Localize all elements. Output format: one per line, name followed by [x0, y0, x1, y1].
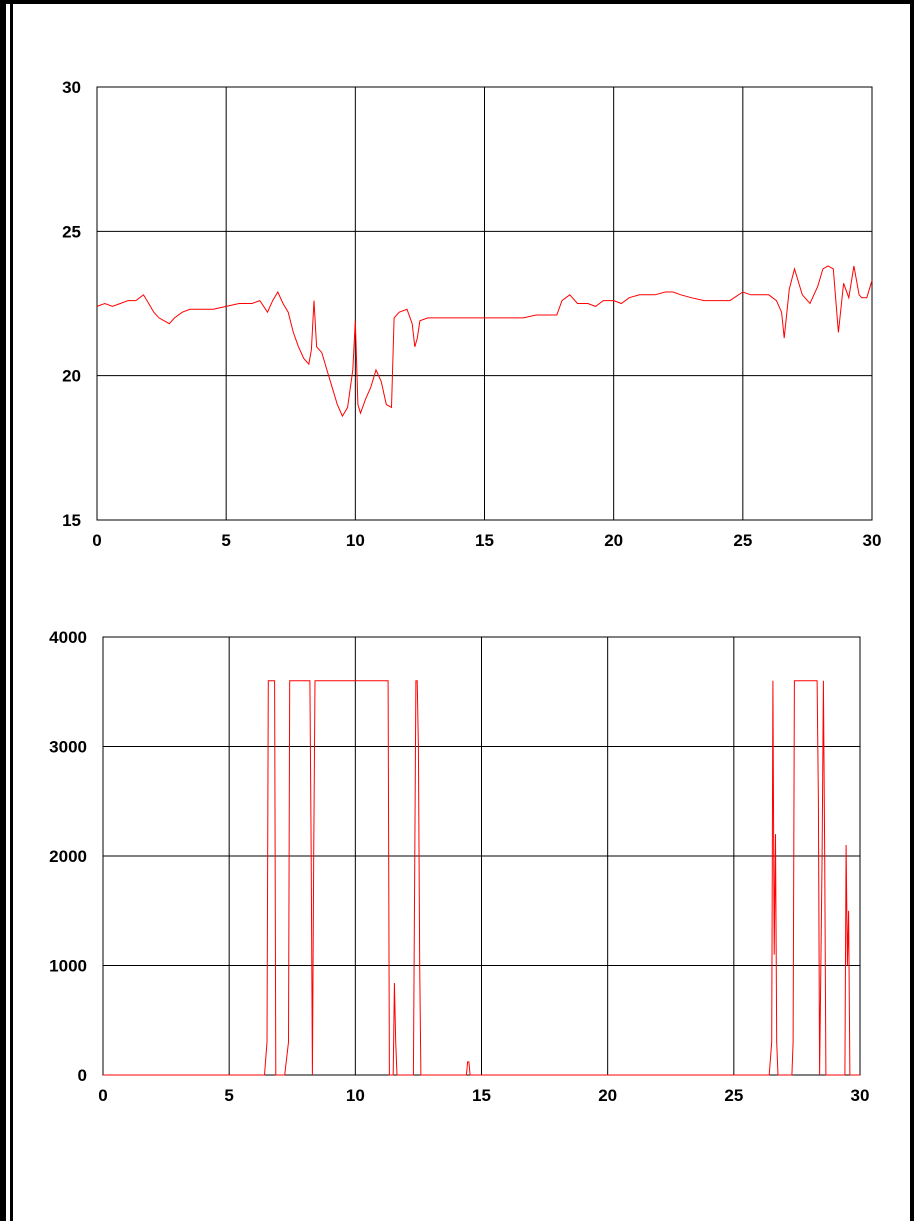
y-tick-label: 25	[62, 222, 81, 241]
series-line	[103, 680, 860, 1076]
y-tick-label: 1000	[49, 957, 87, 976]
y-tick-label: 4000	[49, 628, 87, 647]
x-tick-label: 20	[598, 1086, 617, 1105]
power-chart: 0 5 10 15 20 25 30 0 1000 2000 3000 4000	[49, 628, 870, 1105]
y-tick-label: 0	[78, 1066, 87, 1085]
x-tick-label: 25	[724, 1086, 743, 1105]
x-tick-label: 15	[472, 1086, 491, 1105]
x-tick-label: 10	[346, 1086, 365, 1105]
x-tick-label: 5	[221, 531, 230, 550]
x-tick-label: 0	[92, 531, 101, 550]
y-tick-label: 15	[62, 511, 81, 530]
x-tick-label: 5	[224, 1086, 233, 1105]
x-tick-label: 25	[733, 531, 752, 550]
x-tick-label: 30	[851, 1086, 870, 1105]
x-tick-label: 0	[98, 1086, 107, 1105]
x-tick-label: 15	[475, 531, 494, 550]
y-tick-label: 3000	[49, 738, 87, 757]
series-line	[96, 265, 873, 418]
x-tick-label: 30	[863, 531, 882, 550]
y-tick-label: 2000	[49, 847, 87, 866]
x-tick-label: 10	[346, 531, 365, 550]
temperature-chart: 0 5 10 15 20 25 30 15 20 25 30	[62, 78, 882, 550]
y-tick-label: 30	[62, 78, 81, 97]
x-tick-label: 20	[604, 531, 623, 550]
y-tick-label: 20	[62, 367, 81, 386]
